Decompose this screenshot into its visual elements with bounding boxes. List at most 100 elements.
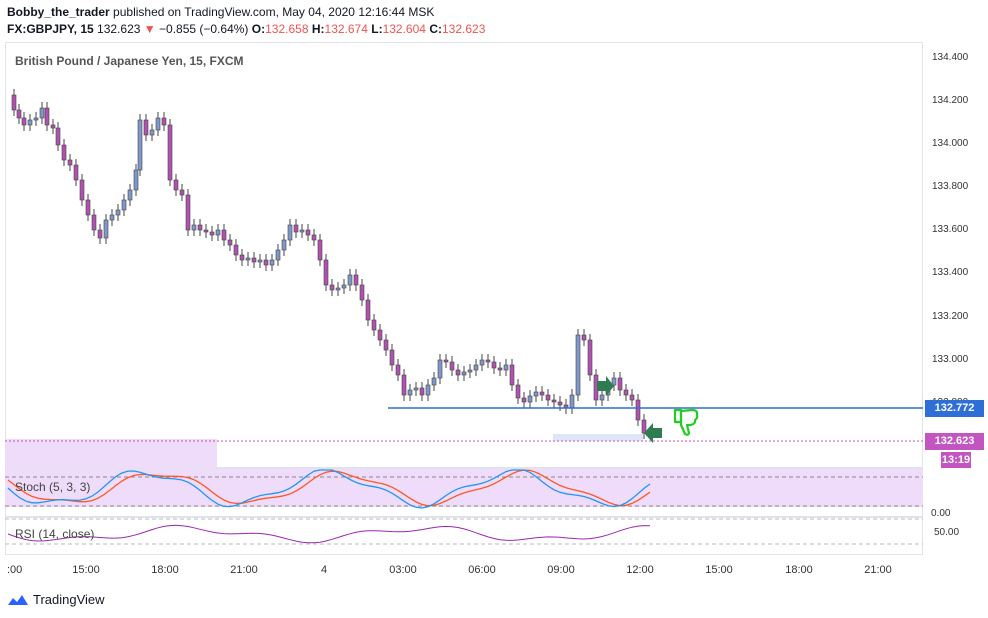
price-tick-label: 134.200 bbox=[932, 95, 969, 106]
candle-body bbox=[317, 239, 323, 261]
time-tick-label: 4 bbox=[321, 564, 327, 576]
candle-body bbox=[359, 284, 365, 301]
candle-body bbox=[467, 369, 473, 373]
candle-body bbox=[251, 257, 257, 263]
open-value: 132.658 bbox=[265, 22, 309, 36]
price-axis: 134.400 134.200 134.000 133.800 133.600 133.4… bbox=[932, 52, 969, 408]
last-price: 132.623 bbox=[97, 22, 141, 36]
candle-body bbox=[515, 384, 521, 399]
price-tick-label: 133.200 bbox=[932, 311, 969, 322]
high-value: 132.674 bbox=[324, 22, 368, 36]
time-tick-label: 09:00 bbox=[547, 564, 575, 576]
time-tick-label: 06:00 bbox=[468, 564, 496, 576]
candle-body bbox=[419, 387, 425, 396]
low-label: L: bbox=[371, 22, 383, 36]
candle-body bbox=[395, 364, 401, 376]
rsi-label[interactable]: RSI (14, close) bbox=[15, 527, 95, 541]
stoch-axis-label: 0.00 bbox=[931, 508, 951, 519]
time-tick-label: 18:00 bbox=[151, 564, 179, 576]
candle-body bbox=[599, 394, 605, 401]
candle-body bbox=[155, 117, 161, 131]
candle-body bbox=[611, 377, 617, 386]
candle-body bbox=[473, 364, 479, 371]
candle-body bbox=[209, 231, 215, 236]
candle-body bbox=[203, 229, 209, 233]
time-tick-label: 12:00 bbox=[626, 564, 654, 576]
stoch-d-line bbox=[7, 469, 651, 507]
candle-body bbox=[551, 399, 557, 403]
candle-body bbox=[569, 394, 575, 409]
candle-body bbox=[73, 164, 79, 181]
time-tick-label: 18:00 bbox=[785, 564, 813, 576]
price-tick-label: 134.000 bbox=[932, 138, 969, 149]
price-tick-label: 134.400 bbox=[932, 52, 969, 63]
candle-body bbox=[485, 359, 491, 363]
candle-body bbox=[401, 374, 407, 396]
candle-body bbox=[173, 179, 179, 191]
candle-body bbox=[521, 397, 527, 403]
symbol-name: FX:GBPJPY, 15 bbox=[7, 22, 94, 36]
time-tick-label: 21:00 bbox=[230, 564, 258, 576]
candle-body bbox=[50, 124, 56, 129]
candle-body bbox=[33, 117, 39, 121]
stoch-label[interactable]: Stoch (5, 3, 3) bbox=[15, 480, 91, 494]
candle-body bbox=[233, 244, 239, 256]
candle-body bbox=[299, 229, 305, 233]
candle-body bbox=[497, 367, 503, 371]
candle-body bbox=[407, 389, 413, 396]
candle-body bbox=[137, 119, 143, 171]
main-pane[interactable] bbox=[5, 42, 923, 468]
time-tick-label: 21:00 bbox=[864, 564, 892, 576]
candle-body bbox=[11, 94, 17, 111]
author-name[interactable]: Bobby_the_trader bbox=[7, 5, 110, 19]
candle-body bbox=[365, 299, 371, 321]
candle-body bbox=[641, 419, 647, 434]
down-arrow-icon: ▼ bbox=[143, 22, 156, 36]
candle-body bbox=[61, 144, 67, 161]
candle-body bbox=[629, 394, 635, 401]
symbol-title: British Pound / Japanese Yen, 15, FXCM bbox=[15, 54, 244, 68]
candle-body bbox=[143, 119, 149, 136]
candle-body bbox=[455, 369, 461, 376]
high-label: H: bbox=[311, 22, 325, 36]
thumbs-down-icon[interactable] bbox=[673, 408, 699, 436]
tradingview-logo[interactable]: TradingView bbox=[7, 592, 105, 607]
time-tick-label: :00 bbox=[7, 564, 22, 576]
arrow-right-icon[interactable] bbox=[597, 376, 614, 396]
candle-body bbox=[545, 394, 551, 401]
candle-body bbox=[133, 169, 139, 191]
candle-body bbox=[437, 359, 443, 379]
candle-body bbox=[335, 287, 341, 291]
candle-body bbox=[431, 377, 437, 386]
candle-body bbox=[115, 209, 121, 216]
candle-body bbox=[67, 159, 73, 166]
close-label: C: bbox=[429, 22, 442, 36]
candle-body bbox=[91, 214, 97, 231]
candle-body bbox=[449, 361, 455, 371]
candle-body bbox=[413, 387, 419, 391]
candle-body bbox=[305, 229, 311, 236]
candle-body bbox=[245, 257, 251, 261]
candle-body bbox=[85, 199, 91, 216]
candle-body bbox=[587, 339, 593, 376]
candle-body bbox=[239, 254, 245, 261]
candle-body bbox=[389, 349, 395, 366]
rsi-pane[interactable] bbox=[5, 517, 923, 555]
candle-body bbox=[179, 189, 185, 196]
candle-body bbox=[377, 329, 383, 341]
brand-name: TradingView bbox=[33, 592, 105, 607]
countdown-tag: 13:19 bbox=[941, 452, 971, 468]
candle-body bbox=[121, 199, 127, 211]
candle-body bbox=[425, 384, 431, 396]
candle-body bbox=[221, 229, 227, 241]
arrow-left-icon[interactable] bbox=[644, 423, 662, 443]
candle-body bbox=[329, 284, 335, 291]
candle-body bbox=[503, 364, 509, 371]
price-tick-label: 133.800 bbox=[932, 181, 969, 192]
last-price-tag: 132.623 bbox=[925, 433, 984, 450]
published-text: published on TradingView.com, May 04, 20… bbox=[113, 5, 435, 19]
candle-body bbox=[127, 189, 133, 201]
candle-body bbox=[39, 107, 45, 119]
ohlc-legend: FX:GBPJPY, 15 132.623 ▼ −0.855 (−0.64%) … bbox=[7, 22, 485, 36]
